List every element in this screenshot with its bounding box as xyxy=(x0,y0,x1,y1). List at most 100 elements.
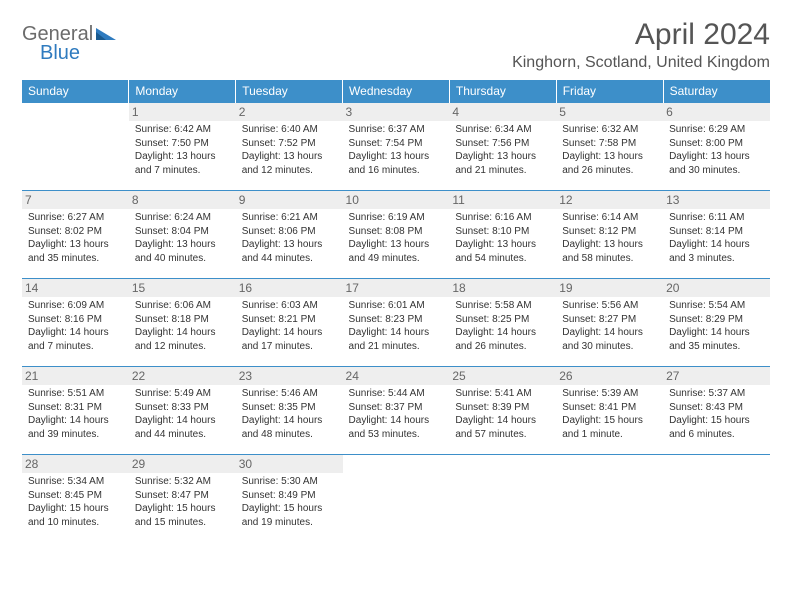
sunset-line: Sunset: 8:23 PM xyxy=(349,313,444,327)
daylight-line: and 1 minute. xyxy=(562,428,657,442)
sunset-line: Sunset: 8:49 PM xyxy=(242,489,337,503)
sunrise-line: Sunrise: 6:21 AM xyxy=(242,211,337,225)
daylight-line: Daylight: 14 hours xyxy=(349,414,444,428)
daylight-line: and 58 minutes. xyxy=(562,252,657,266)
day-number: 9 xyxy=(236,191,343,209)
day-number: 11 xyxy=(449,191,556,209)
day-number: 5 xyxy=(556,103,663,121)
sunset-line: Sunset: 8:41 PM xyxy=(562,401,657,415)
sunrise-line: Sunrise: 5:37 AM xyxy=(669,387,764,401)
sunrise-line: Sunrise: 5:44 AM xyxy=(349,387,444,401)
daylight-line: and 12 minutes. xyxy=(135,340,230,354)
col-thursday: Thursday xyxy=(449,80,556,103)
day-cell xyxy=(449,455,556,543)
sunset-line: Sunset: 7:56 PM xyxy=(455,137,550,151)
month-title: April 2024 xyxy=(512,18,770,52)
day-number: 8 xyxy=(129,191,236,209)
sunrise-line: Sunrise: 6:24 AM xyxy=(135,211,230,225)
location: Kinghorn, Scotland, United Kingdom xyxy=(512,54,770,72)
sunrise-line: Sunrise: 5:54 AM xyxy=(669,299,764,313)
daylight-line: and 15 minutes. xyxy=(135,516,230,530)
daylight-line: and 44 minutes. xyxy=(135,428,230,442)
day-cell: 6Sunrise: 6:29 AMSunset: 8:00 PMDaylight… xyxy=(663,103,770,191)
week-row: 7Sunrise: 6:27 AMSunset: 8:02 PMDaylight… xyxy=(22,191,770,279)
sunset-line: Sunset: 8:37 PM xyxy=(349,401,444,415)
sunset-line: Sunset: 8:25 PM xyxy=(455,313,550,327)
sunset-line: Sunset: 8:06 PM xyxy=(242,225,337,239)
daylight-line: Daylight: 13 hours xyxy=(455,238,550,252)
sunrise-line: Sunrise: 6:40 AM xyxy=(242,123,337,137)
sunrise-line: Sunrise: 6:19 AM xyxy=(349,211,444,225)
daylight-line: and 3 minutes. xyxy=(669,252,764,266)
daylight-line: and 35 minutes. xyxy=(28,252,123,266)
sunset-line: Sunset: 8:14 PM xyxy=(669,225,764,239)
daylight-line: Daylight: 14 hours xyxy=(669,238,764,252)
sunset-line: Sunset: 7:58 PM xyxy=(562,137,657,151)
daylight-line: Daylight: 13 hours xyxy=(135,150,230,164)
day-number: 27 xyxy=(663,367,770,385)
title-block: April 2024 Kinghorn, Scotland, United Ki… xyxy=(512,18,770,72)
sunrise-line: Sunrise: 6:06 AM xyxy=(135,299,230,313)
sunset-line: Sunset: 8:27 PM xyxy=(562,313,657,327)
sunset-line: Sunset: 8:29 PM xyxy=(669,313,764,327)
logo-text-block: General Blue xyxy=(22,24,116,63)
day-cell xyxy=(343,455,450,543)
daylight-line: and 7 minutes. xyxy=(135,164,230,178)
daylight-line: and 39 minutes. xyxy=(28,428,123,442)
sunrise-line: Sunrise: 5:39 AM xyxy=(562,387,657,401)
sunrise-line: Sunrise: 6:09 AM xyxy=(28,299,123,313)
sunrise-line: Sunrise: 6:16 AM xyxy=(455,211,550,225)
day-cell: 23Sunrise: 5:46 AMSunset: 8:35 PMDayligh… xyxy=(236,367,343,455)
sunrise-line: Sunrise: 5:56 AM xyxy=(562,299,657,313)
day-cell: 30Sunrise: 5:30 AMSunset: 8:49 PMDayligh… xyxy=(236,455,343,543)
day-cell: 22Sunrise: 5:49 AMSunset: 8:33 PMDayligh… xyxy=(129,367,236,455)
col-monday: Monday xyxy=(129,80,236,103)
sunset-line: Sunset: 8:43 PM xyxy=(669,401,764,415)
daylight-line: and 6 minutes. xyxy=(669,428,764,442)
daylight-line: and 16 minutes. xyxy=(349,164,444,178)
day-cell: 12Sunrise: 6:14 AMSunset: 8:12 PMDayligh… xyxy=(556,191,663,279)
sunrise-line: Sunrise: 6:03 AM xyxy=(242,299,337,313)
day-cell: 3Sunrise: 6:37 AMSunset: 7:54 PMDaylight… xyxy=(343,103,450,191)
sunrise-line: Sunrise: 5:51 AM xyxy=(28,387,123,401)
day-number: 26 xyxy=(556,367,663,385)
daylight-line: and 54 minutes. xyxy=(455,252,550,266)
sunrise-line: Sunrise: 5:32 AM xyxy=(135,475,230,489)
day-cell: 2Sunrise: 6:40 AMSunset: 7:52 PMDaylight… xyxy=(236,103,343,191)
day-cell: 13Sunrise: 6:11 AMSunset: 8:14 PMDayligh… xyxy=(663,191,770,279)
day-cell: 5Sunrise: 6:32 AMSunset: 7:58 PMDaylight… xyxy=(556,103,663,191)
sunrise-line: Sunrise: 6:32 AM xyxy=(562,123,657,137)
daylight-line: Daylight: 13 hours xyxy=(242,238,337,252)
daylight-line: Daylight: 14 hours xyxy=(135,326,230,340)
day-number: 7 xyxy=(22,191,129,209)
day-cell: 26Sunrise: 5:39 AMSunset: 8:41 PMDayligh… xyxy=(556,367,663,455)
daylight-line: and 30 minutes. xyxy=(669,164,764,178)
daylight-line: Daylight: 14 hours xyxy=(455,326,550,340)
day-cell: 17Sunrise: 6:01 AMSunset: 8:23 PMDayligh… xyxy=(343,279,450,367)
daylight-line: and 10 minutes. xyxy=(28,516,123,530)
col-sunday: Sunday xyxy=(22,80,129,103)
sunrise-line: Sunrise: 5:49 AM xyxy=(135,387,230,401)
daylight-line: and 40 minutes. xyxy=(135,252,230,266)
day-cell: 18Sunrise: 5:58 AMSunset: 8:25 PMDayligh… xyxy=(449,279,556,367)
day-number: 12 xyxy=(556,191,663,209)
daylight-line: and 49 minutes. xyxy=(349,252,444,266)
sunset-line: Sunset: 8:00 PM xyxy=(669,137,764,151)
sunrise-line: Sunrise: 5:58 AM xyxy=(455,299,550,313)
day-number: 28 xyxy=(22,455,129,473)
day-number: 15 xyxy=(129,279,236,297)
day-number: 19 xyxy=(556,279,663,297)
sunset-line: Sunset: 8:47 PM xyxy=(135,489,230,503)
sunset-line: Sunset: 8:02 PM xyxy=(28,225,123,239)
daylight-line: and 12 minutes. xyxy=(242,164,337,178)
week-row: 28Sunrise: 5:34 AMSunset: 8:45 PMDayligh… xyxy=(22,455,770,543)
daylight-line: Daylight: 13 hours xyxy=(28,238,123,252)
day-cell xyxy=(22,103,129,191)
day-number: 30 xyxy=(236,455,343,473)
daylight-line: Daylight: 14 hours xyxy=(455,414,550,428)
day-number: 1 xyxy=(129,103,236,121)
day-cell: 10Sunrise: 6:19 AMSunset: 8:08 PMDayligh… xyxy=(343,191,450,279)
daylight-line: and 7 minutes. xyxy=(28,340,123,354)
daylight-line: Daylight: 14 hours xyxy=(242,326,337,340)
sunset-line: Sunset: 8:45 PM xyxy=(28,489,123,503)
